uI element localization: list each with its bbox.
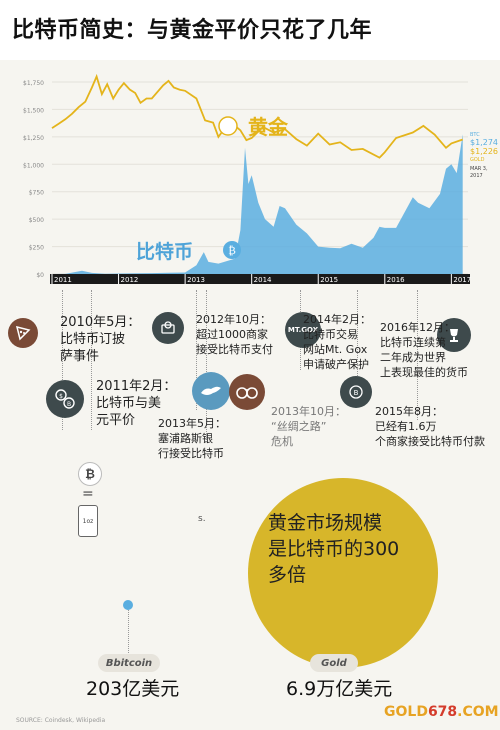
- y-tick-label: $1,250: [23, 135, 44, 142]
- event-2013-silkroad: 2013年10月： “丝绸之路” 危机: [271, 405, 346, 448]
- price-chart: $1,750 $1,500 $1,250 $1,000 $750 $500 $250 $0 20…: [23, 73, 498, 284]
- equation-note: s.: [198, 514, 206, 524]
- event-2014-mtgox: 2014年2月： 比特币交易 网站Mt. Gox 申请破产保护: [303, 313, 371, 371]
- gold-pill: Gold: [310, 654, 358, 672]
- cyprus-map-icon: [192, 372, 230, 410]
- svg-text:B: B: [354, 389, 359, 397]
- y-tick-label: $250: [29, 245, 44, 252]
- timeline-line-2015: [357, 290, 358, 390]
- gold-series-label: 黄金: [248, 115, 289, 139]
- timeline-line-2016: [417, 290, 418, 420]
- event-2013-cyprus: 2013年5月： 塞浦路斯银 行接受比特币: [158, 417, 226, 460]
- pizza-icon: [8, 318, 38, 348]
- gold-market-value: 6.9万亿美元: [286, 678, 393, 700]
- gold-market-text: 黄金市场规模 是比特币的300 多倍: [268, 512, 400, 586]
- x-tick-label: 2015: [320, 276, 338, 284]
- x-tick-label: 2014: [254, 276, 272, 284]
- legend-date: MAR 3,: [470, 166, 488, 172]
- timeline-line-2013: [206, 290, 207, 440]
- x-tick-label: 2017: [453, 276, 471, 284]
- y-tick-label: $500: [29, 217, 44, 224]
- timeline-line-2010: [62, 290, 63, 430]
- trophy-icon: [437, 318, 471, 352]
- bitcoin-pill: Bbitcoin: [98, 654, 160, 672]
- bitcoin-size-line: [128, 605, 129, 655]
- y-tick-label: $1,000: [23, 162, 44, 169]
- legend-btc-value: $1,274: [470, 138, 498, 147]
- handcuffs-icon: [229, 374, 265, 410]
- series-btc-area: [52, 134, 463, 274]
- equals-sign: =: [82, 486, 94, 502]
- gold-bar-icon: 1oz: [78, 505, 98, 537]
- timeline-line-2011: [91, 290, 92, 430]
- x-tick-label: 2011: [54, 276, 72, 284]
- bitcoin-market-value: 203亿美元: [86, 678, 180, 700]
- bitcoin-coin-icon: ₿: [78, 462, 102, 486]
- gold-label-icon: [218, 116, 238, 136]
- y-tick-label: $750: [29, 190, 44, 197]
- svg-text:B: B: [67, 401, 71, 408]
- y-tick-label: $1,750: [23, 80, 44, 87]
- legend-year: 2017: [470, 173, 483, 179]
- site-logo: GOLD678.COM: [384, 704, 499, 720]
- x-tick-label: 2012: [121, 276, 139, 284]
- series-gold-line: [51, 73, 463, 159]
- x-tick-label: 2016: [387, 276, 405, 284]
- event-2011-parity: 2011年2月： 比特币与美 元平价: [96, 379, 177, 428]
- x-axis-bar: [50, 274, 470, 284]
- legend-btc: BTC: [470, 132, 480, 138]
- exchange-icon: $ B: [46, 380, 84, 418]
- gold-market-circle: [248, 478, 438, 668]
- btc-label-glyph: ₿: [228, 244, 236, 257]
- header: 比特币简史：与黄金平价只花了几年: [0, 0, 500, 60]
- x-tick-label: 2013: [187, 276, 205, 284]
- bitcoin-size-dot: [123, 600, 133, 610]
- event-2010-pizza: 2010年5月： 比特币订披 萨事件: [60, 315, 141, 364]
- timeline-line-2012: [196, 290, 197, 410]
- legend-gold: GOLD: [470, 157, 485, 163]
- payment-icon: [152, 312, 184, 344]
- event-2016-best-currency: 2016年12月： 比特币连续第 二年成为世界 上表现最佳的货币: [380, 321, 468, 379]
- source-note: SOURCE: Coindesk, Wikipedia: [16, 717, 106, 724]
- event-2012-merchants: 2012年10月： 超过1000商家 接受比特币支付: [196, 313, 273, 356]
- legend-gold-value: $1,226: [470, 147, 498, 156]
- y-tick-label: $0: [36, 272, 44, 279]
- page-title: 比特币简史：与黄金平价只花了几年: [12, 18, 373, 43]
- btc-label-icon: [223, 241, 241, 259]
- y-tick-label: $1,500: [23, 107, 44, 114]
- btc-series-label: 比特币: [136, 241, 193, 263]
- svg-text:$: $: [59, 393, 63, 400]
- merchant-icon: B: [340, 376, 372, 408]
- mtgox-logo-icon: MT.GOX: [285, 312, 321, 348]
- event-2015-merchants: 2015年8月： 已经有1.6万 个商家接受比特币付款: [375, 405, 485, 448]
